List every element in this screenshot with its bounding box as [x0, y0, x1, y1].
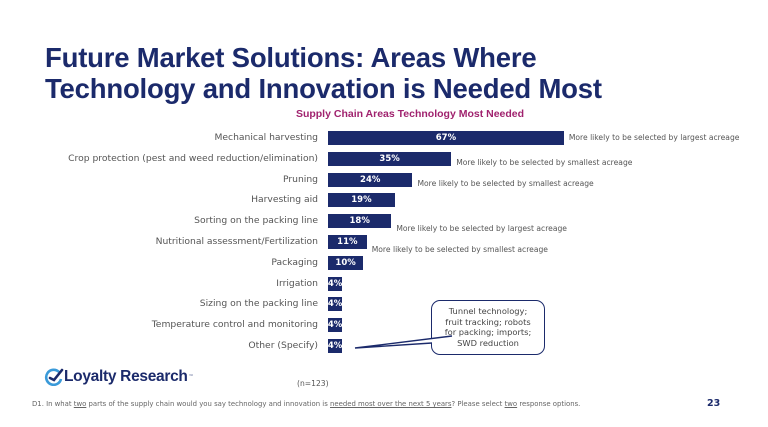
chart-row: Packaging 10% [0, 255, 768, 272]
question-footnote: D1. In what two parts of the supply chai… [32, 400, 580, 408]
bar: 4% [327, 276, 343, 291]
loyalty-research-logo: Loyalty Research ™ [44, 368, 194, 386]
callout-line: for packing; imports; [444, 327, 532, 338]
logo-check-icon [44, 368, 64, 386]
sample-size: (n=123) [297, 379, 329, 388]
bar: 35% [328, 151, 452, 166]
bar: 19% [328, 193, 395, 208]
footnote-text: ? Please select [451, 400, 505, 408]
category-label: Nutritional assessment/Fertilization [155, 236, 318, 247]
bar-value-label: 10% [335, 257, 356, 268]
page-number: 23 [707, 398, 721, 409]
bar-value-label: 19% [351, 195, 372, 206]
logo-text: Loyalty Research [64, 368, 188, 385]
other-specify-callout: Tunnel technology; fruit tracking; robot… [431, 300, 545, 355]
title-line-1: Future Market Solutions: Areas Where [45, 42, 537, 73]
bar-value-label: 35% [379, 153, 400, 164]
bar-value-label: 11% [337, 237, 358, 247]
category-label: Packaging [271, 256, 318, 268]
bar-value-label: 18% [349, 216, 370, 227]
acreage-annotation: More likely to be selected by smallest a… [417, 178, 594, 188]
chart-subtitle: Supply Chain Areas Technology Most Neede… [295, 108, 525, 120]
bar: 18% [328, 214, 392, 229]
title-line-2: Technology and Innovation is Needed Most [45, 73, 602, 104]
bar-value-label: 4% [327, 341, 343, 351]
acreage-annotation: More likely to be selected by largest ac… [568, 133, 740, 142]
category-label: Harvesting aid [251, 194, 318, 206]
category-label: Crop protection (pest and weed reduction… [68, 152, 318, 164]
logo-trademark: ™ [188, 374, 194, 380]
callout-line: SWD reduction [457, 337, 519, 348]
footnote-underline: needed most over the next 5 years [330, 400, 452, 408]
footnote-text: response options. [517, 400, 581, 408]
bar: 24% [328, 172, 413, 187]
bar-value-label: 4% [327, 278, 343, 289]
category-label: Sizing on the packing line [199, 298, 318, 310]
category-label: Sorting on the packing line [194, 215, 318, 227]
chart-row: Temperature control and monitoring 4% [0, 318, 768, 334]
chart-row: Other (Specify) 4% [0, 339, 768, 355]
slide-title: Future Market Solutions: Areas Where Tec… [45, 42, 602, 104]
bar: 4% [328, 339, 342, 353]
bar: 4% [327, 318, 343, 333]
category-label: Irrigation [276, 277, 318, 289]
footnote-text: D1. In what [32, 400, 74, 408]
chart-row: Mechanical harvesting 67% More likely to b… [0, 131, 768, 147]
footnote-text: parts of the supply chain would you say … [86, 400, 330, 408]
category-label: Mechanical harvesting [214, 132, 318, 143]
bar-value-label: 24% [360, 174, 381, 185]
category-label: Other (Specify) [248, 340, 318, 351]
bar: 11% [328, 235, 367, 249]
footnote-underline: two [73, 400, 87, 408]
acreage-annotation: More likely to be selected by smallest a… [371, 245, 548, 254]
category-label: Pruning [282, 173, 318, 185]
footnote-underline: two [504, 400, 518, 408]
bar: 67% [328, 131, 564, 145]
bar: 10% [328, 255, 364, 270]
chart-row: Nutritional assessment/Fertilization 11% M… [0, 235, 768, 254]
bar-value-label: 67% [435, 133, 457, 143]
callout-line: Tunnel technology; [448, 306, 528, 316]
acreage-annotation: More likely to be selected by smallest a… [456, 157, 633, 167]
chart-row: Irrigation 4% [0, 276, 768, 293]
chart-row: Harvesting aid 19% [0, 193, 768, 209]
bar: 4% [327, 297, 343, 312]
chart-row: Sorting on the packing line 18% More likel… [0, 214, 768, 234]
chart-row: Crop protection (pest and weed reduction… [0, 151, 768, 168]
chart-row: Pruning 24% More likely to be selected by … [0, 172, 768, 189]
acreage-annotation: More likely to be selected by largest ac… [396, 224, 567, 234]
category-label: Temperature control and monitoring [151, 319, 318, 331]
chart-row: Sizing on the packing line 4% [0, 297, 768, 313]
callout-line: fruit tracking; robots [445, 316, 531, 327]
bar-value-label: 4% [327, 299, 343, 310]
bar-value-label: 4% [327, 320, 343, 331]
